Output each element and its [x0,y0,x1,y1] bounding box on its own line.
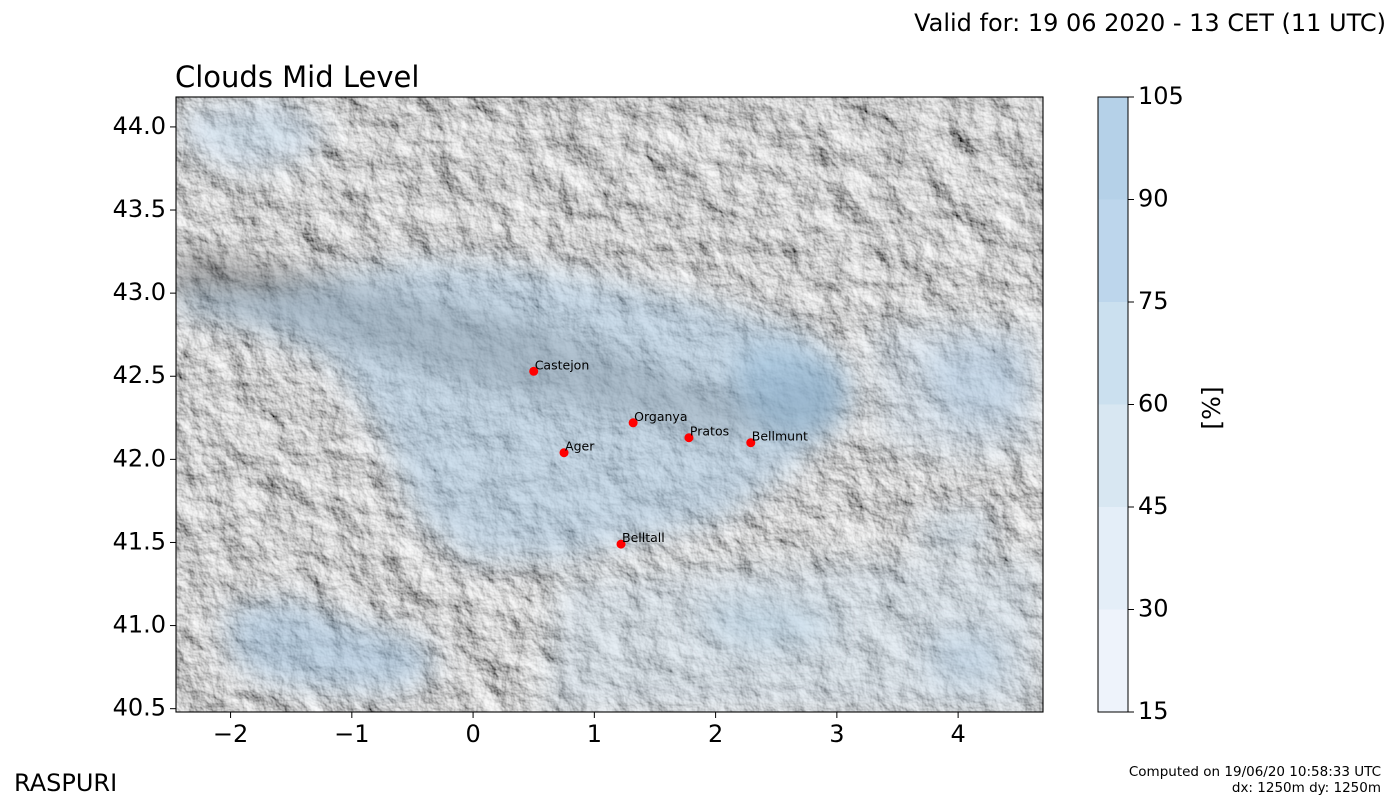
map-frame [175,96,1044,713]
colorbar-tick-label: 75 [1138,287,1169,315]
colorbar-unit-label: [%] [1197,386,1226,429]
city-marker [616,539,626,549]
colorbar-band [1098,609,1128,712]
city-marker [529,366,539,376]
brand-label: RASPURI [14,769,118,797]
y-tick-label: 40.5 [113,694,166,722]
colorbar-tick-label: 90 [1138,185,1169,213]
colorbar-band [1098,507,1128,610]
y-tick-label: 41.0 [113,611,166,639]
colorbar-band [1098,404,1128,507]
colorbar-tick-label: 15 [1138,697,1169,725]
x-tick-label: 3 [829,720,844,748]
city-label: Bellmunt [752,429,808,444]
city-label: Belltall [622,530,665,545]
city-label: Castejon [535,357,590,372]
colorbar-tick-label: 30 [1138,595,1169,623]
y-tick-label: 43.0 [113,278,166,306]
city-marker [746,438,756,448]
grid-resolution: dx: 1250m dy: 1250m [1231,780,1381,796]
y-tick-label: 42.5 [113,361,166,389]
city-marker [628,418,638,428]
city-label: Organya [634,409,687,424]
x-axis: −2 −1 0 1 2 3 4 [213,712,966,748]
colorbar-band [1098,199,1128,302]
colorbar-tick-label: 60 [1138,390,1169,418]
city-marker [559,448,569,458]
y-tick-label: 42.0 [113,444,166,472]
x-tick-label: 4 [950,720,965,748]
colorbar: 15 30 45 60 75 90 105 [1097,82,1184,725]
x-tick-label: 2 [708,720,723,748]
y-tick-label: 41.5 [113,527,166,555]
city-label: Pratos [690,424,729,439]
computed-timestamp: Computed on 19/06/20 10:58:33 UTC [1128,764,1381,780]
y-tick-label: 44.0 [113,112,166,140]
map-area [176,97,1043,712]
colorbar-tick-label: 105 [1138,82,1184,110]
colorbar-band [1098,97,1128,200]
cloud-cover-fill [176,100,1040,712]
x-tick-label: −1 [334,720,369,748]
valid-time-label: Valid for: 19 06 2020 - 13 CET (11 UTC) [914,9,1386,37]
x-tick-label: 0 [465,720,480,748]
y-tick-label: 43.5 [113,195,166,223]
x-tick-label: 1 [587,720,602,748]
colorbar-band [1098,302,1128,405]
city-marker [684,433,694,443]
city-label: Ager [565,439,595,454]
map-title: Clouds Mid Level [175,60,420,94]
x-tick-label: −2 [213,720,248,748]
y-axis: 40.5 41.0 41.5 42.0 42.5 43.0 43.5 44.0 [113,112,176,722]
computed-info: Computed on 19/06/20 10:58:33 UTC dx: 12… [1129,764,1381,796]
colorbar-tick-label: 45 [1138,492,1169,520]
